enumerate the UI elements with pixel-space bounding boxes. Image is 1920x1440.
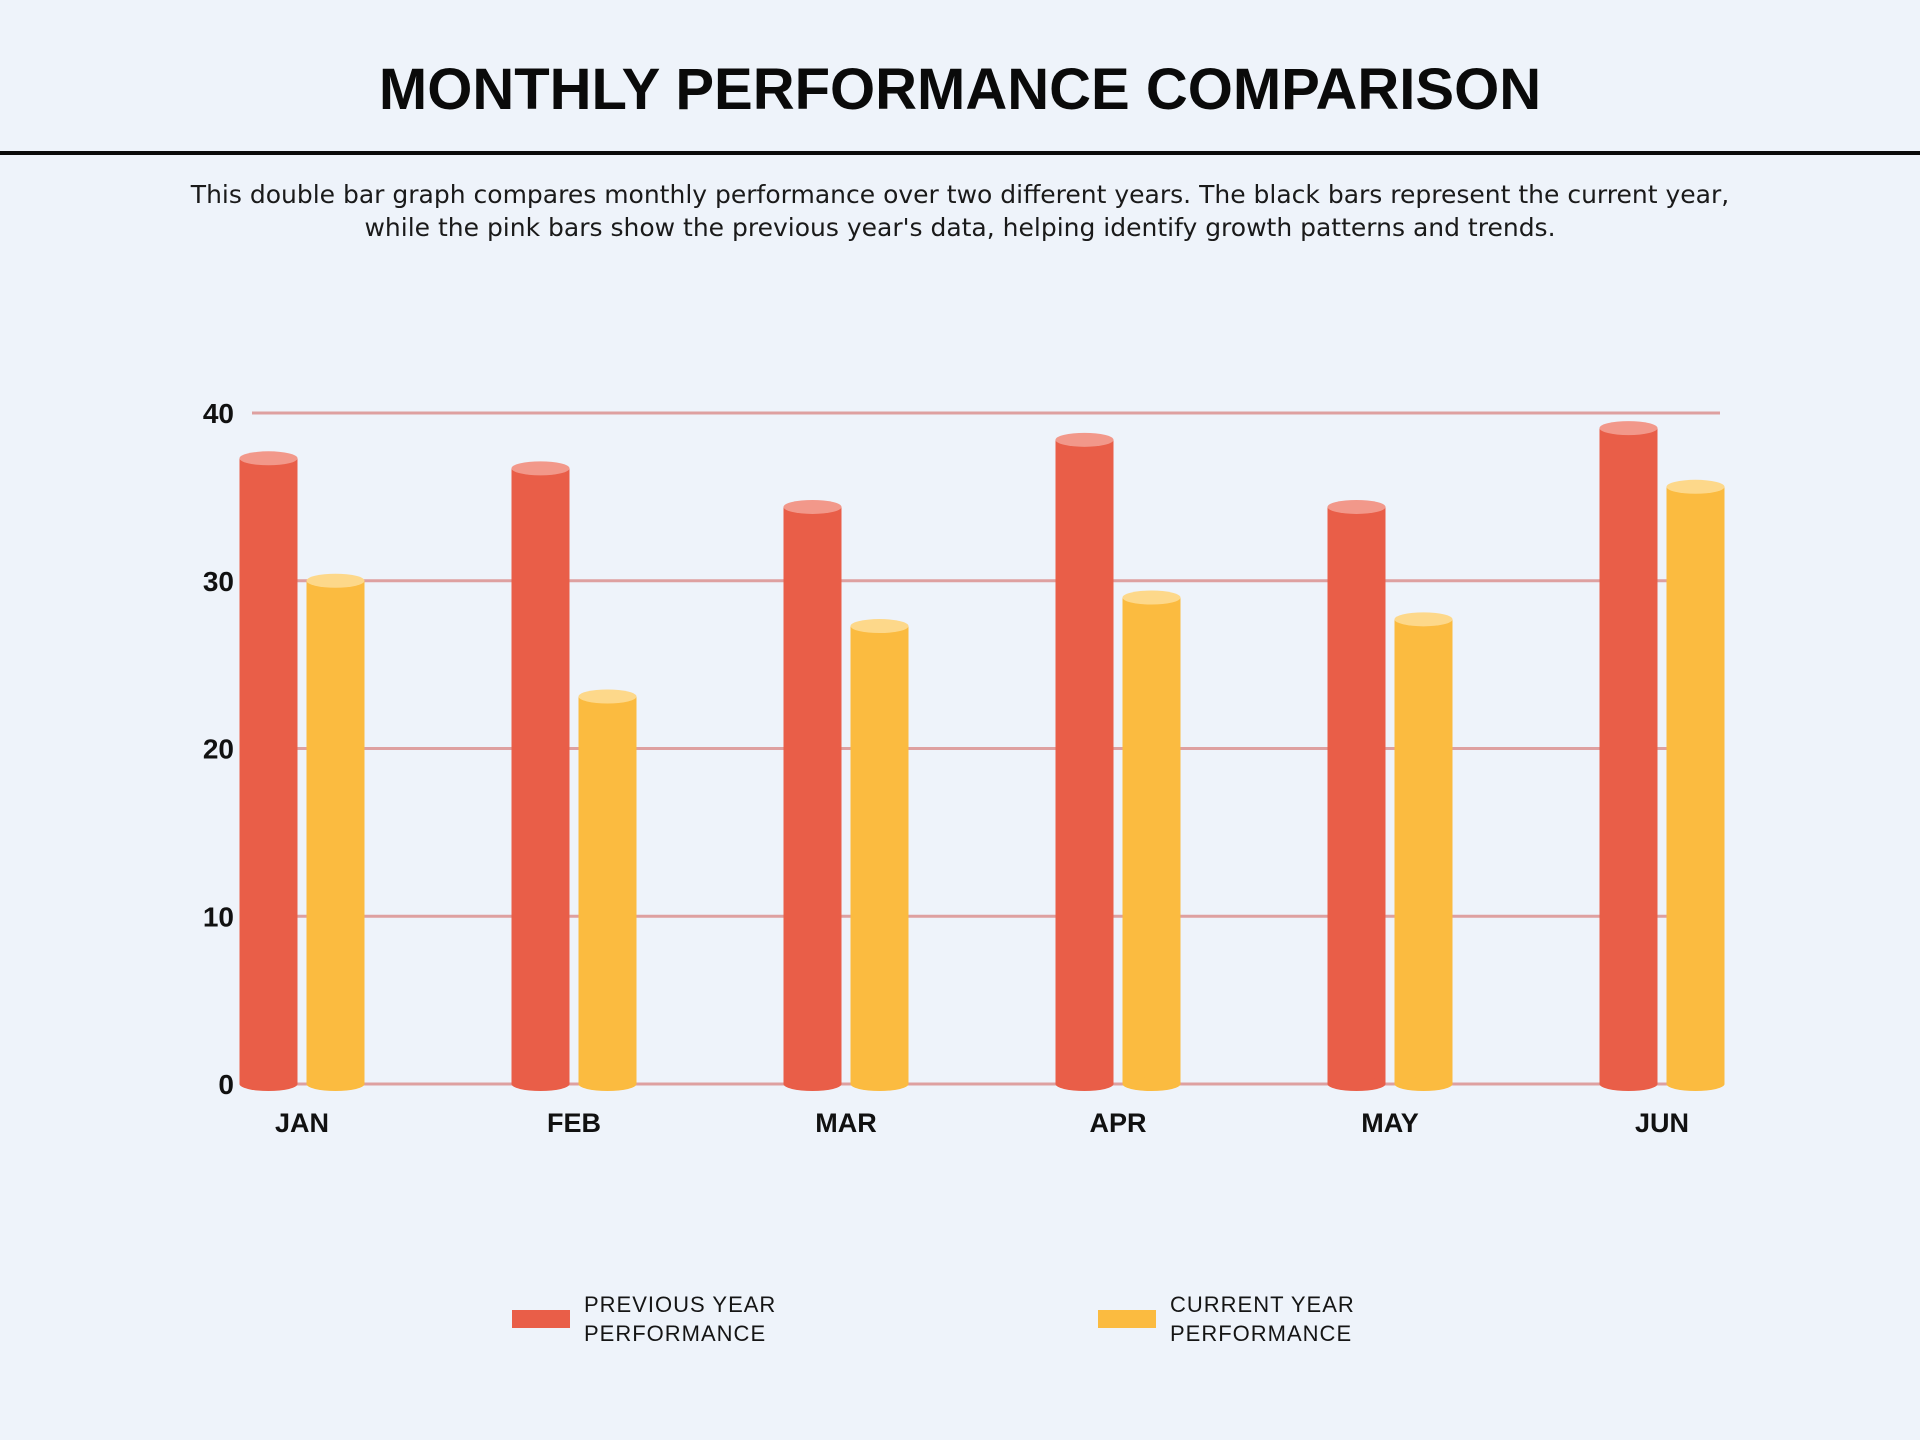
bar-current-base — [850, 1077, 909, 1091]
bar-current-body — [1666, 486, 1725, 1084]
x-tick-label: JUN — [1635, 1108, 1689, 1138]
bar-current — [1394, 612, 1453, 1091]
bar-previous-base — [1327, 1077, 1386, 1091]
y-tick-label: 20 — [203, 734, 234, 765]
bar-current-cap — [1666, 479, 1725, 494]
bar-current — [306, 573, 365, 1091]
bar-current — [578, 689, 637, 1091]
bar-previous — [239, 451, 298, 1091]
bar-previous-body — [239, 458, 298, 1085]
bar-current-cap — [850, 619, 909, 634]
bar-previous-base — [1599, 1077, 1658, 1091]
bar-current-body — [306, 580, 365, 1084]
x-tick-label: FEB — [547, 1108, 601, 1138]
bar-current-base — [306, 1077, 365, 1091]
y-tick-label: 10 — [203, 901, 234, 932]
bar-previous-cap — [1327, 499, 1386, 514]
bar-previous-body — [1327, 506, 1386, 1084]
bar-previous-cap — [1055, 432, 1114, 447]
bar-current-cap — [1122, 590, 1181, 605]
bar-current — [1122, 590, 1181, 1091]
bar-previous-base — [239, 1077, 298, 1091]
bar-previous-base — [783, 1077, 842, 1091]
x-tick-label: MAR — [815, 1108, 877, 1138]
legend-item-previous: PREVIOUS YEAR PERFORMANCE — [512, 1290, 824, 1348]
bar-current-base — [578, 1077, 637, 1091]
bar-previous — [1055, 432, 1114, 1091]
legend-item-current: CURRENT YEAR PERFORMANCE — [1098, 1290, 1410, 1348]
chart-title: MONTHLY PERFORMANCE COMPARISON — [378, 57, 1542, 122]
bar-previous-cap — [511, 461, 570, 476]
bar-previous-cap — [239, 451, 298, 466]
bar-current-cap — [306, 573, 365, 588]
bar-previous-body — [511, 468, 570, 1084]
bar-previous-body — [783, 506, 842, 1084]
bar-previous-body — [1055, 439, 1114, 1085]
bar-previous — [783, 499, 842, 1091]
bar-current-body — [1394, 619, 1453, 1084]
bar-previous-base — [511, 1077, 570, 1091]
y-tick-label: 30 — [203, 566, 234, 597]
legend-swatch-current — [1098, 1310, 1156, 1328]
legend-label-current: CURRENT YEAR PERFORMANCE — [1170, 1292, 1355, 1346]
bar-previous — [1327, 499, 1386, 1091]
bar-current-base — [1122, 1077, 1181, 1091]
bar-current-body — [1122, 597, 1181, 1084]
bar-previous-base — [1055, 1077, 1114, 1091]
bar-previous — [1599, 421, 1658, 1091]
bar-current-cap — [1394, 612, 1453, 627]
legend-label-previous: PREVIOUS YEAR PERFORMANCE — [584, 1292, 777, 1346]
bar-current-base — [1666, 1077, 1725, 1091]
bar-current-body — [850, 626, 909, 1084]
y-tick-label: 0 — [218, 1069, 234, 1100]
title-divider — [0, 151, 1920, 155]
x-tick-label: JAN — [275, 1108, 329, 1138]
legend-swatch-previous — [512, 1310, 570, 1328]
y-tick-label: 40 — [203, 398, 234, 429]
chart-description: This double bar graph compares monthly p… — [190, 180, 1730, 242]
bar-current — [1666, 479, 1725, 1091]
x-tick-label: MAY — [1361, 1108, 1419, 1138]
x-tick-label: APR — [1089, 1108, 1146, 1138]
bar-previous-cap — [1599, 421, 1658, 436]
bar-current — [850, 619, 909, 1091]
bar-previous-cap — [783, 499, 842, 514]
bar-previous-body — [1599, 428, 1658, 1084]
bar-previous — [511, 461, 570, 1091]
bar-current-body — [578, 696, 637, 1084]
bar-current-cap — [578, 689, 637, 704]
bar-current-base — [1394, 1077, 1453, 1091]
